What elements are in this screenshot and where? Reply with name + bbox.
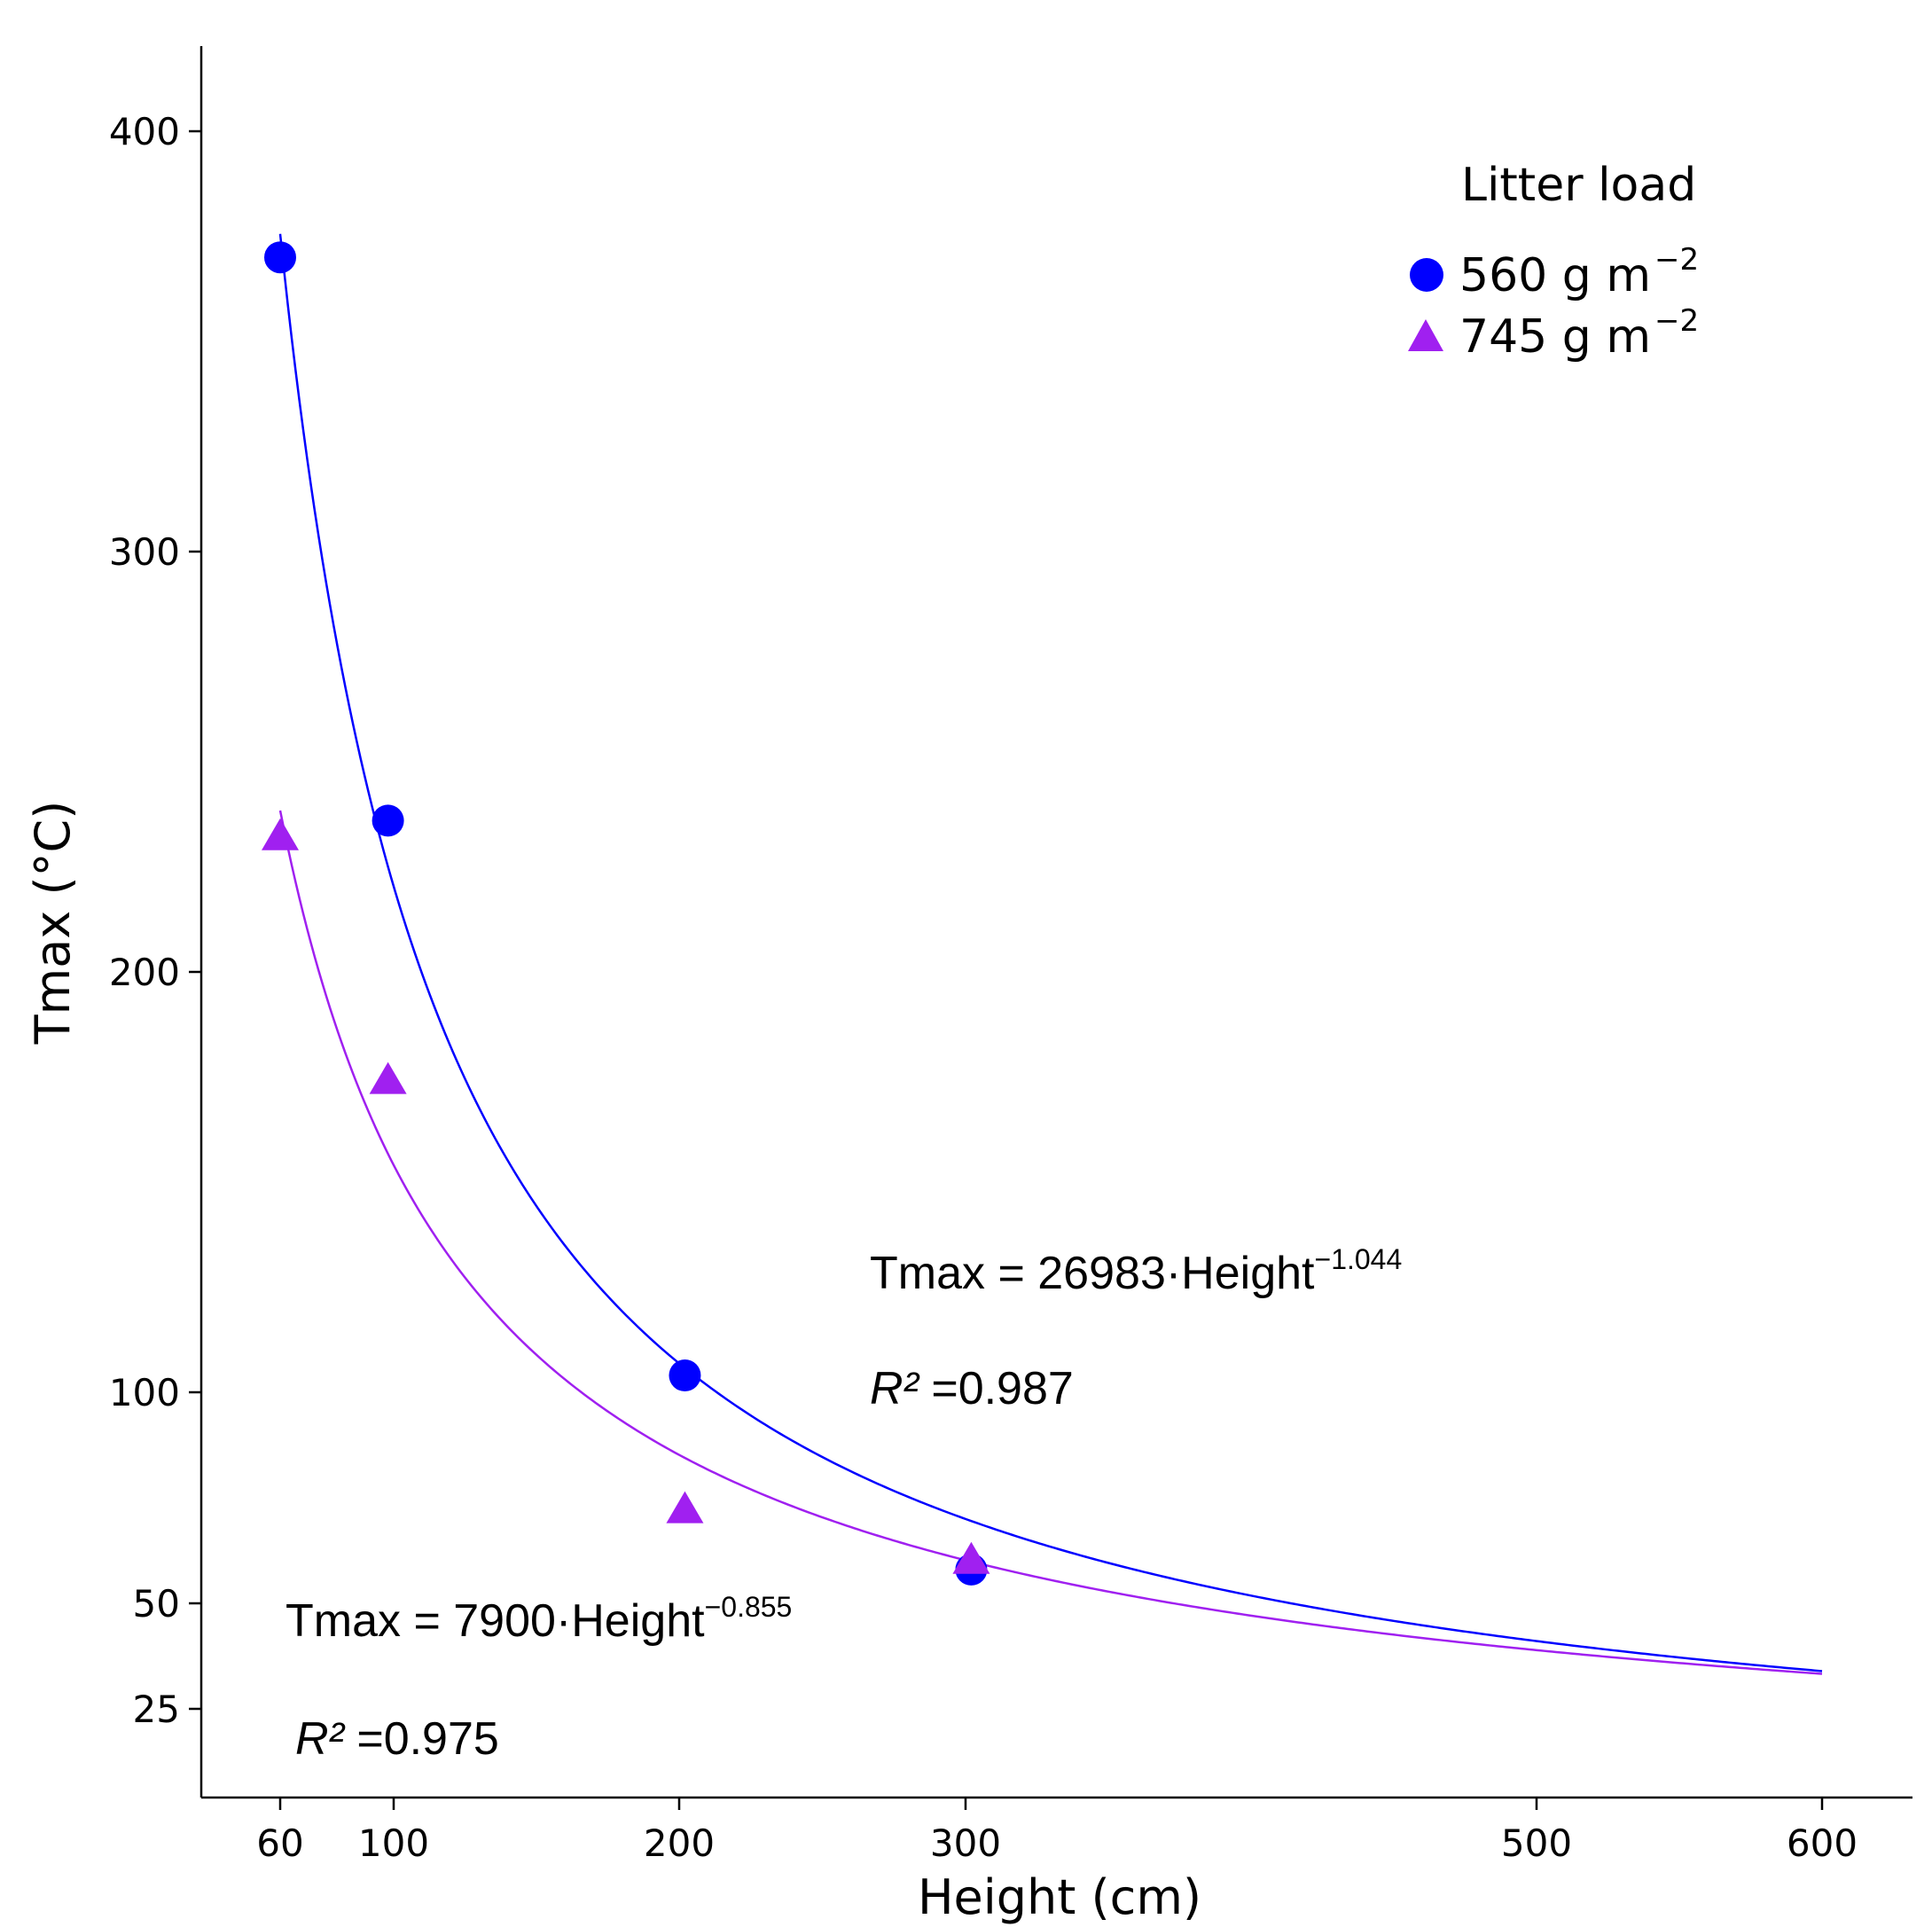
y-tick-label-300: 300: [109, 530, 180, 574]
legend-label-560: 560 g m −2: [1459, 242, 1699, 302]
x-ticks: 60 100 200 300 500 600: [256, 1798, 1858, 1865]
x-tick-label-100: 100: [358, 1821, 429, 1865]
data-points: [262, 241, 990, 1586]
y-ticks: 25 50 100 200 300 400: [109, 110, 201, 1731]
x-axis-title: Height (cm): [918, 1869, 1201, 1925]
x-tick-label-500: 500: [1501, 1821, 1572, 1865]
x-tick-label-200: 200: [644, 1821, 715, 1865]
y-tick-label-50: 50: [133, 1582, 180, 1625]
equation-560: Tmax = 26983·Height−1.044: [870, 1243, 1402, 1299]
point-series0-1: [372, 804, 404, 837]
equation-745: Tmax = 7900·Height−0.855: [285, 1591, 792, 1647]
legend-marker-triangle: [1408, 319, 1443, 351]
y-axis-title: Tmax (°C): [25, 801, 81, 1046]
point-series1-0: [262, 818, 299, 850]
point-series1-2: [666, 1491, 704, 1524]
fit-curve-560: [278, 233, 1823, 1672]
x-tick-label-60: 60: [256, 1821, 303, 1865]
r2-560: R² =0.987: [870, 1363, 1074, 1414]
r2-745: R² =0.975: [295, 1713, 499, 1765]
legend-label-745: 745 g m −2: [1459, 303, 1699, 364]
y-tick-label-100: 100: [109, 1371, 180, 1414]
x-tick-label-300: 300: [930, 1821, 1001, 1865]
y-tick-label-200: 200: [109, 951, 180, 994]
y-tick-label-25: 25: [133, 1688, 180, 1731]
legend: Litter load 560 g m −2 745 g m −2: [1408, 159, 1699, 364]
y-tick-label-400: 400: [109, 110, 180, 153]
point-series1-3: [952, 1541, 990, 1574]
x-tick-label-600: 600: [1787, 1821, 1858, 1865]
legend-title: Litter load: [1461, 159, 1696, 212]
point-series0-0: [264, 241, 296, 274]
point-series1-1: [369, 1061, 407, 1094]
legend-marker-circle: [1410, 258, 1443, 292]
point-series0-2: [669, 1359, 701, 1392]
fit-curve-745: [278, 810, 1823, 1675]
